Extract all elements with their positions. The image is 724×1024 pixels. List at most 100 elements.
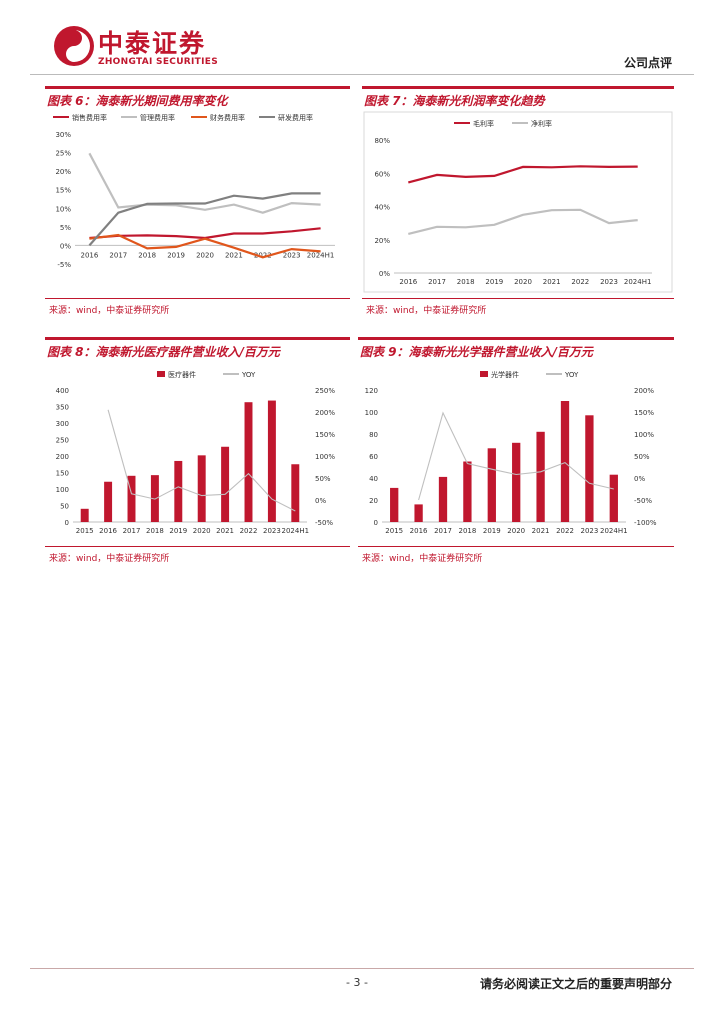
legend-label: 管理费用率 xyxy=(140,113,175,122)
legend-swatch xyxy=(157,371,165,377)
series-line xyxy=(418,411,614,501)
x-tick-label: 2020 xyxy=(193,527,211,535)
x-tick-label: 2020 xyxy=(507,527,525,535)
x-tick-label: 2023 xyxy=(263,527,281,535)
figure-9-header: 图表 9：海泰新光光学器件营业收入/百万元 xyxy=(358,337,674,362)
y-tick-label: 300 xyxy=(56,420,69,428)
series-line xyxy=(408,165,638,184)
y2-tick-label: -50% xyxy=(315,519,333,527)
figure-6-footer: 来源：wind，中泰证券研究所 xyxy=(45,298,350,317)
y2-tick-label: 200% xyxy=(315,409,335,417)
x-tick-label: 2024H1 xyxy=(624,278,652,286)
legend-label: 光学器件 xyxy=(491,370,519,379)
bar xyxy=(585,415,594,522)
y2-tick-label: 100% xyxy=(315,453,335,461)
legend-label: 研发费用率 xyxy=(278,113,313,122)
x-tick-label: 2018 xyxy=(457,278,475,286)
x-tick-label: 2018 xyxy=(458,527,476,535)
y-tick-label: 200 xyxy=(56,453,69,461)
bar xyxy=(267,400,276,522)
company-logo xyxy=(52,24,242,70)
bar xyxy=(244,402,253,522)
figure-8-footer: 来源：wind，中泰证券研究所 xyxy=(45,546,350,565)
y-tick-label: 80% xyxy=(374,137,390,145)
figure-9-title: 图表 9：海泰新光光学器件营业收入/百万元 xyxy=(360,345,593,359)
x-tick-label: 2015 xyxy=(76,527,94,535)
bar xyxy=(487,448,496,522)
bar xyxy=(80,508,89,522)
x-tick-label: 2021 xyxy=(543,278,561,286)
legend-label: 毛利率 xyxy=(473,119,494,128)
legend-swatch xyxy=(480,371,488,377)
y-tick-label: 0% xyxy=(379,270,390,278)
x-tick-label: 2022 xyxy=(556,527,574,535)
figure-7-header: 图表 7：海泰新光利润率变化趋势 xyxy=(362,86,674,111)
y-tick-label: 20% xyxy=(374,237,390,245)
figure-7-title: 图表 7：海泰新光利润率变化趋势 xyxy=(364,94,545,108)
x-tick-label: 2019 xyxy=(485,278,503,286)
figure-7-footer: 来源：wind，中泰证券研究所 xyxy=(362,298,674,317)
y-tick-label: 150 xyxy=(56,470,69,478)
y-tick-label: 120 xyxy=(365,387,378,395)
figure-8-title: 图表 8：海泰新光医疗器件营业收入/百万元 xyxy=(47,345,280,359)
x-tick-label: 2020 xyxy=(196,251,214,259)
y-tick-label: 350 xyxy=(56,404,69,412)
x-tick-label: 2023 xyxy=(580,527,598,535)
legend-label: 医疗器件 xyxy=(168,370,196,379)
document-type: 公司点评 xyxy=(623,56,672,70)
series-line xyxy=(88,152,321,214)
x-tick-label: 2023 xyxy=(600,278,618,286)
x-tick-label: 2017 xyxy=(123,527,141,535)
figure-9-chart: 120 100 80 60 40 20 0 2015 2016 2017 2018 2019 2020 2… xyxy=(358,360,674,544)
figure-8-source: 来源：wind，中泰证券研究所 xyxy=(49,554,170,564)
y2-tick-label: 50% xyxy=(315,475,331,483)
bar xyxy=(197,455,206,522)
x-tick-label: 2021 xyxy=(532,527,550,535)
bar xyxy=(512,442,521,522)
disclaimer-text: 请务必阅读正文之后的重要声明部分 xyxy=(479,977,672,991)
bar xyxy=(291,464,300,522)
y2-tick-label: 150% xyxy=(315,431,335,439)
bar xyxy=(221,446,230,522)
figure-6-source: 来源：wind，中泰证券研究所 xyxy=(49,306,170,316)
x-tick-label: 2016 xyxy=(399,278,417,286)
x-tick-label: 2022 xyxy=(240,527,258,535)
x-tick-label: 2016 xyxy=(99,527,117,535)
y2-tick-label: 100% xyxy=(634,431,654,439)
x-tick-label: 2020 xyxy=(514,278,532,286)
x-tick-label: 2015 xyxy=(385,527,403,535)
bar xyxy=(104,481,113,522)
series-line xyxy=(88,192,321,247)
y-tick-label: -5% xyxy=(57,261,71,269)
y-tick-label: 80 xyxy=(369,431,378,439)
y-tick-label: 100 xyxy=(56,486,69,494)
bar xyxy=(536,431,545,522)
x-tick-label: 2024H1 xyxy=(600,527,628,535)
bar xyxy=(609,474,618,522)
bar xyxy=(174,460,183,522)
series-line xyxy=(89,233,321,259)
series-line xyxy=(107,409,296,512)
y-tick-label: 30% xyxy=(55,131,71,139)
y2-tick-label: 150% xyxy=(634,409,654,417)
x-tick-label: 2019 xyxy=(169,527,187,535)
x-tick-label: 2016 xyxy=(410,527,428,535)
figure-8-header: 图表 8：海泰新光医疗器件营业收入/百万元 xyxy=(45,337,350,362)
figure-6-chart: 30% 25% 20% 15% 10% 5% 0% -5% 2016 2017 2018 2019 20… xyxy=(45,108,350,297)
y-tick-label: 60% xyxy=(374,170,390,178)
y-tick-label: 0 xyxy=(374,519,378,527)
y-tick-label: 400 xyxy=(56,387,69,395)
y-tick-label: 15% xyxy=(55,187,71,195)
figure-7-source: 来源：wind，中泰证券研究所 xyxy=(366,306,487,316)
y-tick-label: 0 xyxy=(65,519,69,527)
x-tick-label: 2017 xyxy=(428,278,446,286)
bar xyxy=(438,476,448,522)
legend-label: YOY xyxy=(564,371,579,379)
y2-tick-label: 200% xyxy=(634,387,654,395)
bar xyxy=(560,401,570,522)
y-tick-label: 40 xyxy=(369,475,378,483)
chart-frame xyxy=(363,111,673,293)
y2-tick-label: -100% xyxy=(634,519,657,527)
bar xyxy=(414,504,423,522)
y2-tick-label: 0% xyxy=(634,475,645,483)
